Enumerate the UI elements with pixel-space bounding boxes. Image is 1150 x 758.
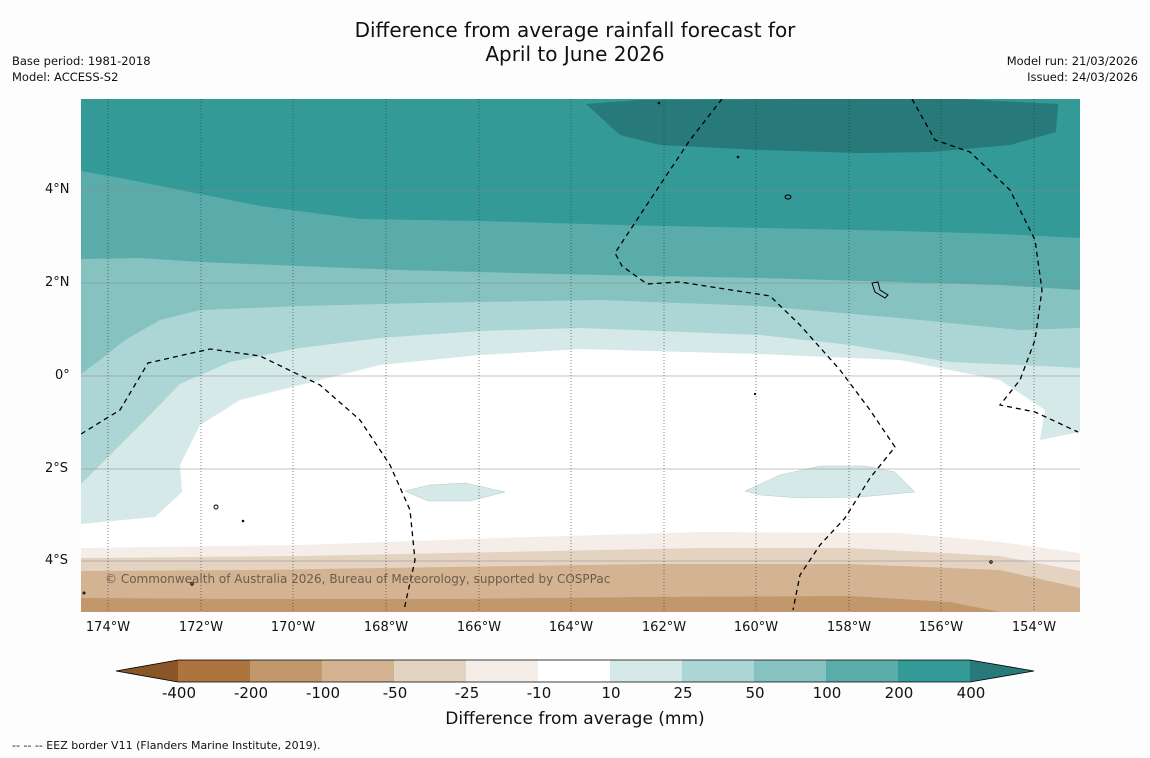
lon-label: 170°W (270, 620, 316, 635)
lon-label: 172°W (178, 620, 224, 635)
colorbar (115, 659, 1035, 683)
title-line-2: April to June 2026 (485, 42, 665, 66)
colorbar-swatch (826, 660, 899, 682)
colorbar-swatch-lt-neg400 (116, 660, 178, 682)
lat-label: 4°S (45, 553, 69, 568)
eez-borders (81, 99, 1079, 611)
issued-date: Issued: 24/03/2026 (1027, 70, 1138, 84)
meta-left: Base period: 1981-2018 Model: ACCESS-S2 (12, 53, 151, 85)
meta-right: Model run: 21/03/2026 Issued: 24/03/2026 (1007, 53, 1138, 85)
title-line-1: Difference from average rainfall forecas… (354, 18, 796, 42)
lat-label: 4°N (45, 182, 70, 197)
lon-label: 156°W (918, 620, 964, 635)
colorbar-label: 100 (812, 684, 842, 702)
lon-label: 162°W (641, 620, 687, 635)
colorbar-label: 10 (601, 684, 621, 702)
colorbar-label: 200 (884, 684, 914, 702)
copyright-notice: © Commonwealth of Australia 2026, Bureau… (105, 572, 611, 586)
colorbar-swatch (466, 660, 539, 682)
band-gt-400 (586, 99, 1058, 153)
colorbar-swatch (394, 660, 467, 682)
lat-label: 0° (55, 368, 70, 383)
colorbar-swatch (754, 660, 827, 682)
lon-label: 164°W (548, 620, 594, 635)
lon-label: 168°W (363, 620, 409, 635)
colorbar-swatch (610, 660, 683, 682)
colorbar-swatch (898, 660, 971, 682)
latitude-gridlines (81, 189, 1080, 562)
colorbar-label: -400 (161, 684, 197, 702)
colorbar-swatch (250, 660, 323, 682)
lon-label: 174°W (85, 620, 131, 635)
colorbar-label: -100 (305, 684, 341, 702)
band-neg100-neg200 (81, 596, 1000, 612)
patch-10-25-a (404, 482, 506, 502)
colorbar-label: -25 (454, 684, 480, 702)
colorbar-label: 400 (956, 684, 986, 702)
base-period: Base period: 1981-2018 (12, 54, 151, 68)
colorbar-label: -10 (526, 684, 552, 702)
colorbar-swatch-gt-400 (970, 660, 1034, 682)
model-name: Model: ACCESS-S2 (12, 70, 119, 84)
lat-label: 2°N (45, 275, 70, 290)
colorbar-swatch (682, 660, 755, 682)
colorbar-outline (115, 659, 1035, 683)
colorbar-label: -200 (233, 684, 269, 702)
colorbar-swatch (178, 660, 251, 682)
colorbar-swatch (538, 660, 611, 682)
lon-label: 166°W (456, 620, 502, 635)
lat-label: 2°S (45, 461, 69, 476)
lon-label: 160°W (733, 620, 779, 635)
lon-label: 158°W (826, 620, 872, 635)
eez-footnote: -- -- -- EEZ border V11 (Flanders Marine… (12, 739, 321, 752)
rainfall-map (81, 99, 1080, 612)
map-title: Difference from average rainfall forecas… (0, 18, 1150, 66)
colorbar-label: 25 (673, 684, 693, 702)
model-run: Model run: 21/03/2026 (1006, 54, 1138, 68)
colorbar-swatch (322, 660, 395, 682)
colorbar-title: Difference from average (mm) (445, 709, 705, 729)
colorbar-label: 50 (745, 684, 765, 702)
islands (82, 101, 993, 595)
colorbar-label: -50 (382, 684, 408, 702)
lon-label: 154°W (1011, 620, 1057, 635)
